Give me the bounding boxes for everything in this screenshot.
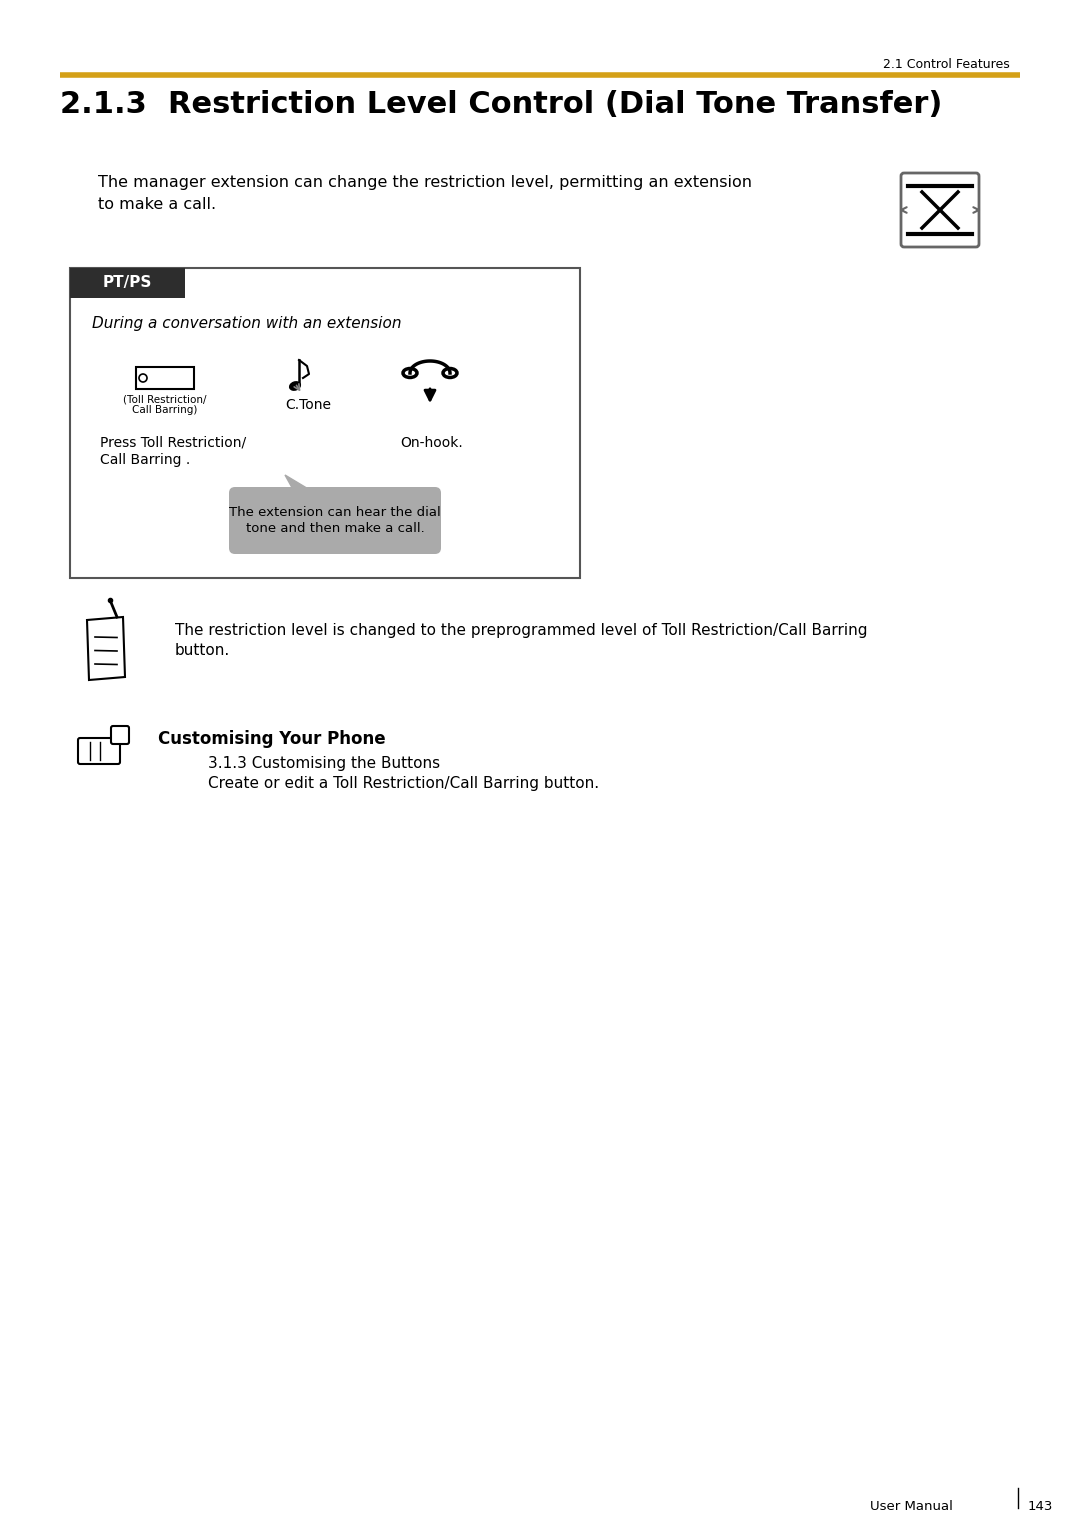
Text: C.Tone: C.Tone	[285, 397, 330, 413]
Polygon shape	[285, 475, 315, 494]
Text: Call Barring .: Call Barring .	[100, 452, 190, 468]
Text: PT/PS: PT/PS	[103, 275, 152, 290]
Text: Press Toll Restriction/: Press Toll Restriction/	[100, 435, 246, 451]
Text: Create or edit a Toll Restriction/Call Barring button.: Create or edit a Toll Restriction/Call B…	[208, 776, 599, 792]
Ellipse shape	[289, 382, 300, 390]
Text: The extension can hear the dial
tone and then make a call.: The extension can hear the dial tone and…	[229, 506, 441, 535]
Text: During a conversation with an extension: During a conversation with an extension	[92, 316, 402, 332]
FancyBboxPatch shape	[78, 738, 120, 764]
Ellipse shape	[403, 368, 417, 377]
FancyBboxPatch shape	[901, 173, 978, 248]
Bar	[70, 267, 185, 298]
Bar	[70, 267, 580, 578]
Text: The manager extension can change the restriction level, permitting an extension: The manager extension can change the res…	[98, 176, 752, 189]
Text: Call Barring): Call Barring)	[133, 405, 198, 416]
FancyBboxPatch shape	[111, 726, 129, 744]
Text: button.: button.	[175, 643, 230, 659]
Text: (Toll Restriction/: (Toll Restriction/	[123, 394, 206, 403]
Bar	[136, 367, 194, 390]
Text: Customising Your Phone: Customising Your Phone	[158, 730, 386, 749]
Text: 2.1.3  Restriction Level Control (Dial Tone Transfer): 2.1.3 Restriction Level Control (Dial To…	[60, 90, 943, 119]
Text: to make a call.: to make a call.	[98, 197, 216, 212]
Ellipse shape	[443, 368, 457, 377]
Text: 3.1.3 Customising the Buttons: 3.1.3 Customising the Buttons	[208, 756, 441, 772]
Polygon shape	[87, 617, 125, 680]
Circle shape	[139, 374, 147, 382]
Text: 2.1 Control Features: 2.1 Control Features	[883, 58, 1010, 70]
Text: On-hook.: On-hook.	[400, 435, 462, 451]
Text: User Manual: User Manual	[870, 1500, 953, 1513]
Text: 143: 143	[1028, 1500, 1053, 1513]
Text: The restriction level is changed to the preprogrammed level of Toll Restriction/: The restriction level is changed to the …	[175, 623, 867, 639]
FancyBboxPatch shape	[229, 487, 441, 555]
